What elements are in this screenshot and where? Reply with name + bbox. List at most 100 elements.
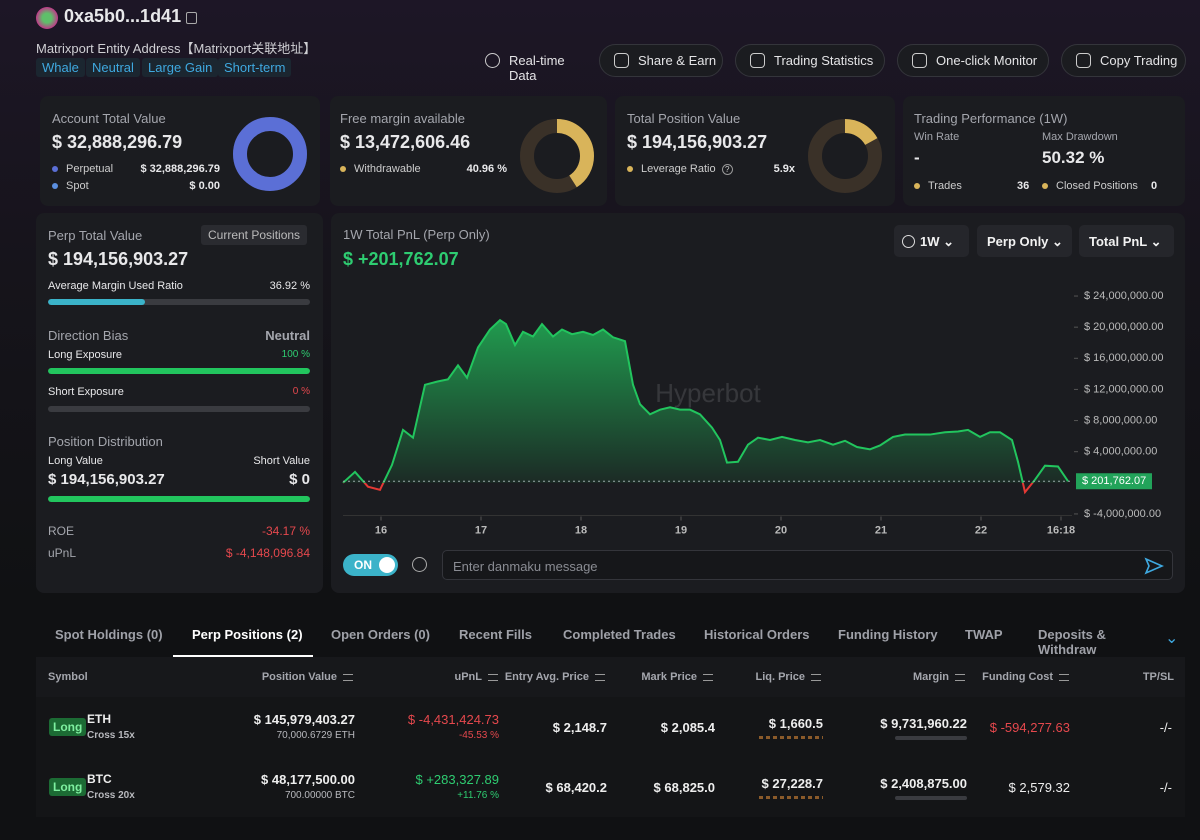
column-header: Entry Avg. Price bbox=[504, 671, 589, 683]
stat-label: Win Rate bbox=[914, 131, 960, 143]
action-label: Real-time Data bbox=[509, 53, 565, 83]
sort-icon bbox=[343, 674, 353, 681]
stat-value: $ -4,148,096.84 bbox=[225, 546, 310, 560]
donut-arc bbox=[520, 119, 594, 193]
liq-indicator bbox=[759, 736, 823, 739]
bar-track bbox=[48, 299, 310, 305]
position-value: $ 145,979,403.27 bbox=[253, 712, 355, 727]
entry-price: $ 68,420.2 bbox=[545, 780, 607, 795]
tab[interactable]: Open Orders (0) bbox=[331, 627, 430, 642]
funding-cost: $ -594,277.63 bbox=[989, 720, 1070, 735]
mark-price: $ 68,825.0 bbox=[653, 780, 715, 795]
column-header: Funding Cost bbox=[982, 671, 1053, 683]
scope-select[interactable]: Perp Only ⌄ bbox=[977, 225, 1072, 257]
line bbox=[342, 318, 1069, 483]
bar-label: Average Margin Used Ratio bbox=[48, 280, 183, 292]
card-value: $ 32,888,296.79 bbox=[52, 132, 183, 152]
chart-title: 1W Total PnL (Perp Only) bbox=[343, 227, 490, 242]
column-header: Mark Price bbox=[641, 671, 697, 683]
card-title: Trading Performance (1W) bbox=[914, 111, 1068, 126]
position-size: 70,000.6729 ETH bbox=[276, 730, 355, 741]
settings-icon[interactable] bbox=[412, 557, 427, 572]
upnl: $ +283,327.89 bbox=[415, 772, 500, 787]
current-box bbox=[1076, 473, 1152, 490]
liq-price: $ 1,660.5 bbox=[768, 716, 823, 731]
x-tick-label: 21 bbox=[875, 524, 887, 536]
tab[interactable]: Completed Trades bbox=[563, 627, 676, 642]
legend-value: $ 32,888,296.79 bbox=[140, 163, 220, 175]
copy-icon[interactable] bbox=[186, 12, 197, 24]
legend-label: Spot bbox=[66, 180, 89, 192]
tab[interactable]: Funding History bbox=[838, 627, 938, 642]
chart-headline: $ +201,762.07 bbox=[343, 249, 459, 269]
x-tick-label: 16:18 bbox=[1047, 524, 1075, 536]
tabs-expand[interactable]: ⌄ bbox=[1165, 630, 1179, 647]
action-icon bbox=[485, 53, 500, 68]
tag: Whale bbox=[36, 58, 85, 77]
bar-label: Short Exposure bbox=[48, 386, 124, 398]
tab[interactable]: Historical Orders bbox=[704, 627, 810, 642]
action-button[interactable]: Copy Trading bbox=[1061, 44, 1186, 77]
bar-fill bbox=[48, 496, 310, 502]
leverage: Cross 15x bbox=[87, 730, 135, 741]
legend-item: Trades bbox=[914, 180, 962, 192]
section-title: Position Distribution bbox=[48, 434, 163, 449]
address: 0xa5b0...1d41 bbox=[64, 6, 182, 26]
side-badge: Long bbox=[49, 778, 87, 796]
bias-value: Neutral bbox=[265, 328, 310, 343]
margin-track bbox=[895, 796, 967, 800]
tpsl: -/- bbox=[1159, 780, 1172, 795]
performance-card: Trading Performance (1W) Win Rate - Max … bbox=[903, 96, 1185, 206]
account-card: Account Total Value $ 32,888,296.79 Perp… bbox=[40, 96, 320, 206]
action-icon bbox=[1076, 53, 1091, 68]
stat-label: Max Drawdown bbox=[1042, 131, 1118, 143]
table-body bbox=[36, 697, 1185, 817]
control-label: 1W bbox=[920, 234, 940, 249]
bar-track bbox=[48, 368, 310, 374]
bar-fill bbox=[48, 299, 145, 305]
bar-fill bbox=[48, 368, 310, 374]
tab[interactable]: Spot Holdings (0) bbox=[55, 627, 163, 642]
x-tick-label: 19 bbox=[675, 524, 687, 536]
sort-icon bbox=[955, 674, 965, 681]
action-button[interactable]: Share & Earn bbox=[599, 44, 723, 77]
action-button[interactable]: Trading Statistics bbox=[735, 44, 885, 77]
column-header: Liq. Price bbox=[755, 671, 805, 683]
panel-value: $ 194,156,903.27 bbox=[48, 249, 189, 269]
table-header bbox=[36, 657, 1185, 697]
liq-indicator bbox=[759, 796, 823, 799]
symbol: BTC bbox=[87, 772, 112, 786]
legend-value: $ 0.00 bbox=[189, 180, 220, 192]
tab[interactable]: Perp Positions (2) bbox=[192, 627, 303, 642]
column-header: Symbol bbox=[48, 671, 88, 683]
liq-price: $ 27,228.7 bbox=[761, 776, 823, 791]
action-icon bbox=[912, 53, 927, 68]
x-tick-label: 22 bbox=[975, 524, 987, 536]
tab[interactable]: Deposits & Withdraw bbox=[1038, 627, 1106, 657]
action-label: Share & Earn bbox=[638, 53, 717, 68]
tab[interactable]: TWAP bbox=[965, 627, 1003, 642]
chart: Hyperbot $ 24,000,000.00 $ 20,000,000.00 $… bbox=[342, 290, 1164, 536]
sort-icon bbox=[488, 674, 498, 681]
legend-value: 0 bbox=[1151, 180, 1158, 192]
send-icon[interactable] bbox=[1144, 556, 1164, 576]
range-select[interactable]: 1W ⌄ bbox=[894, 225, 969, 257]
tab-underline bbox=[173, 655, 313, 657]
card-title: Free margin available bbox=[340, 111, 466, 126]
action-label: Trading Statistics bbox=[774, 53, 874, 68]
badge[interactable]: Current Positions bbox=[201, 225, 308, 245]
metric-select[interactable]: Total PnL ⌄ bbox=[1079, 225, 1174, 257]
legend-item: Closed Positions bbox=[1042, 180, 1138, 192]
action-button[interactable]: One-click Monitor bbox=[897, 44, 1049, 77]
danmaku-input[interactable]: Enter danmaku message bbox=[442, 550, 1173, 580]
toggle[interactable]: ON bbox=[343, 554, 398, 576]
card-title: Total Position Value bbox=[627, 111, 741, 126]
toggle-label: ON bbox=[354, 558, 372, 572]
legend-label: Trades bbox=[928, 180, 962, 192]
margin-track bbox=[895, 736, 967, 740]
tag: Neutral bbox=[86, 58, 140, 77]
donut bbox=[520, 119, 594, 193]
action-button[interactable]: Real-time Data bbox=[470, 44, 588, 83]
tab[interactable]: Recent Fills bbox=[459, 627, 532, 642]
legend-value: 40.96 % bbox=[466, 163, 507, 175]
